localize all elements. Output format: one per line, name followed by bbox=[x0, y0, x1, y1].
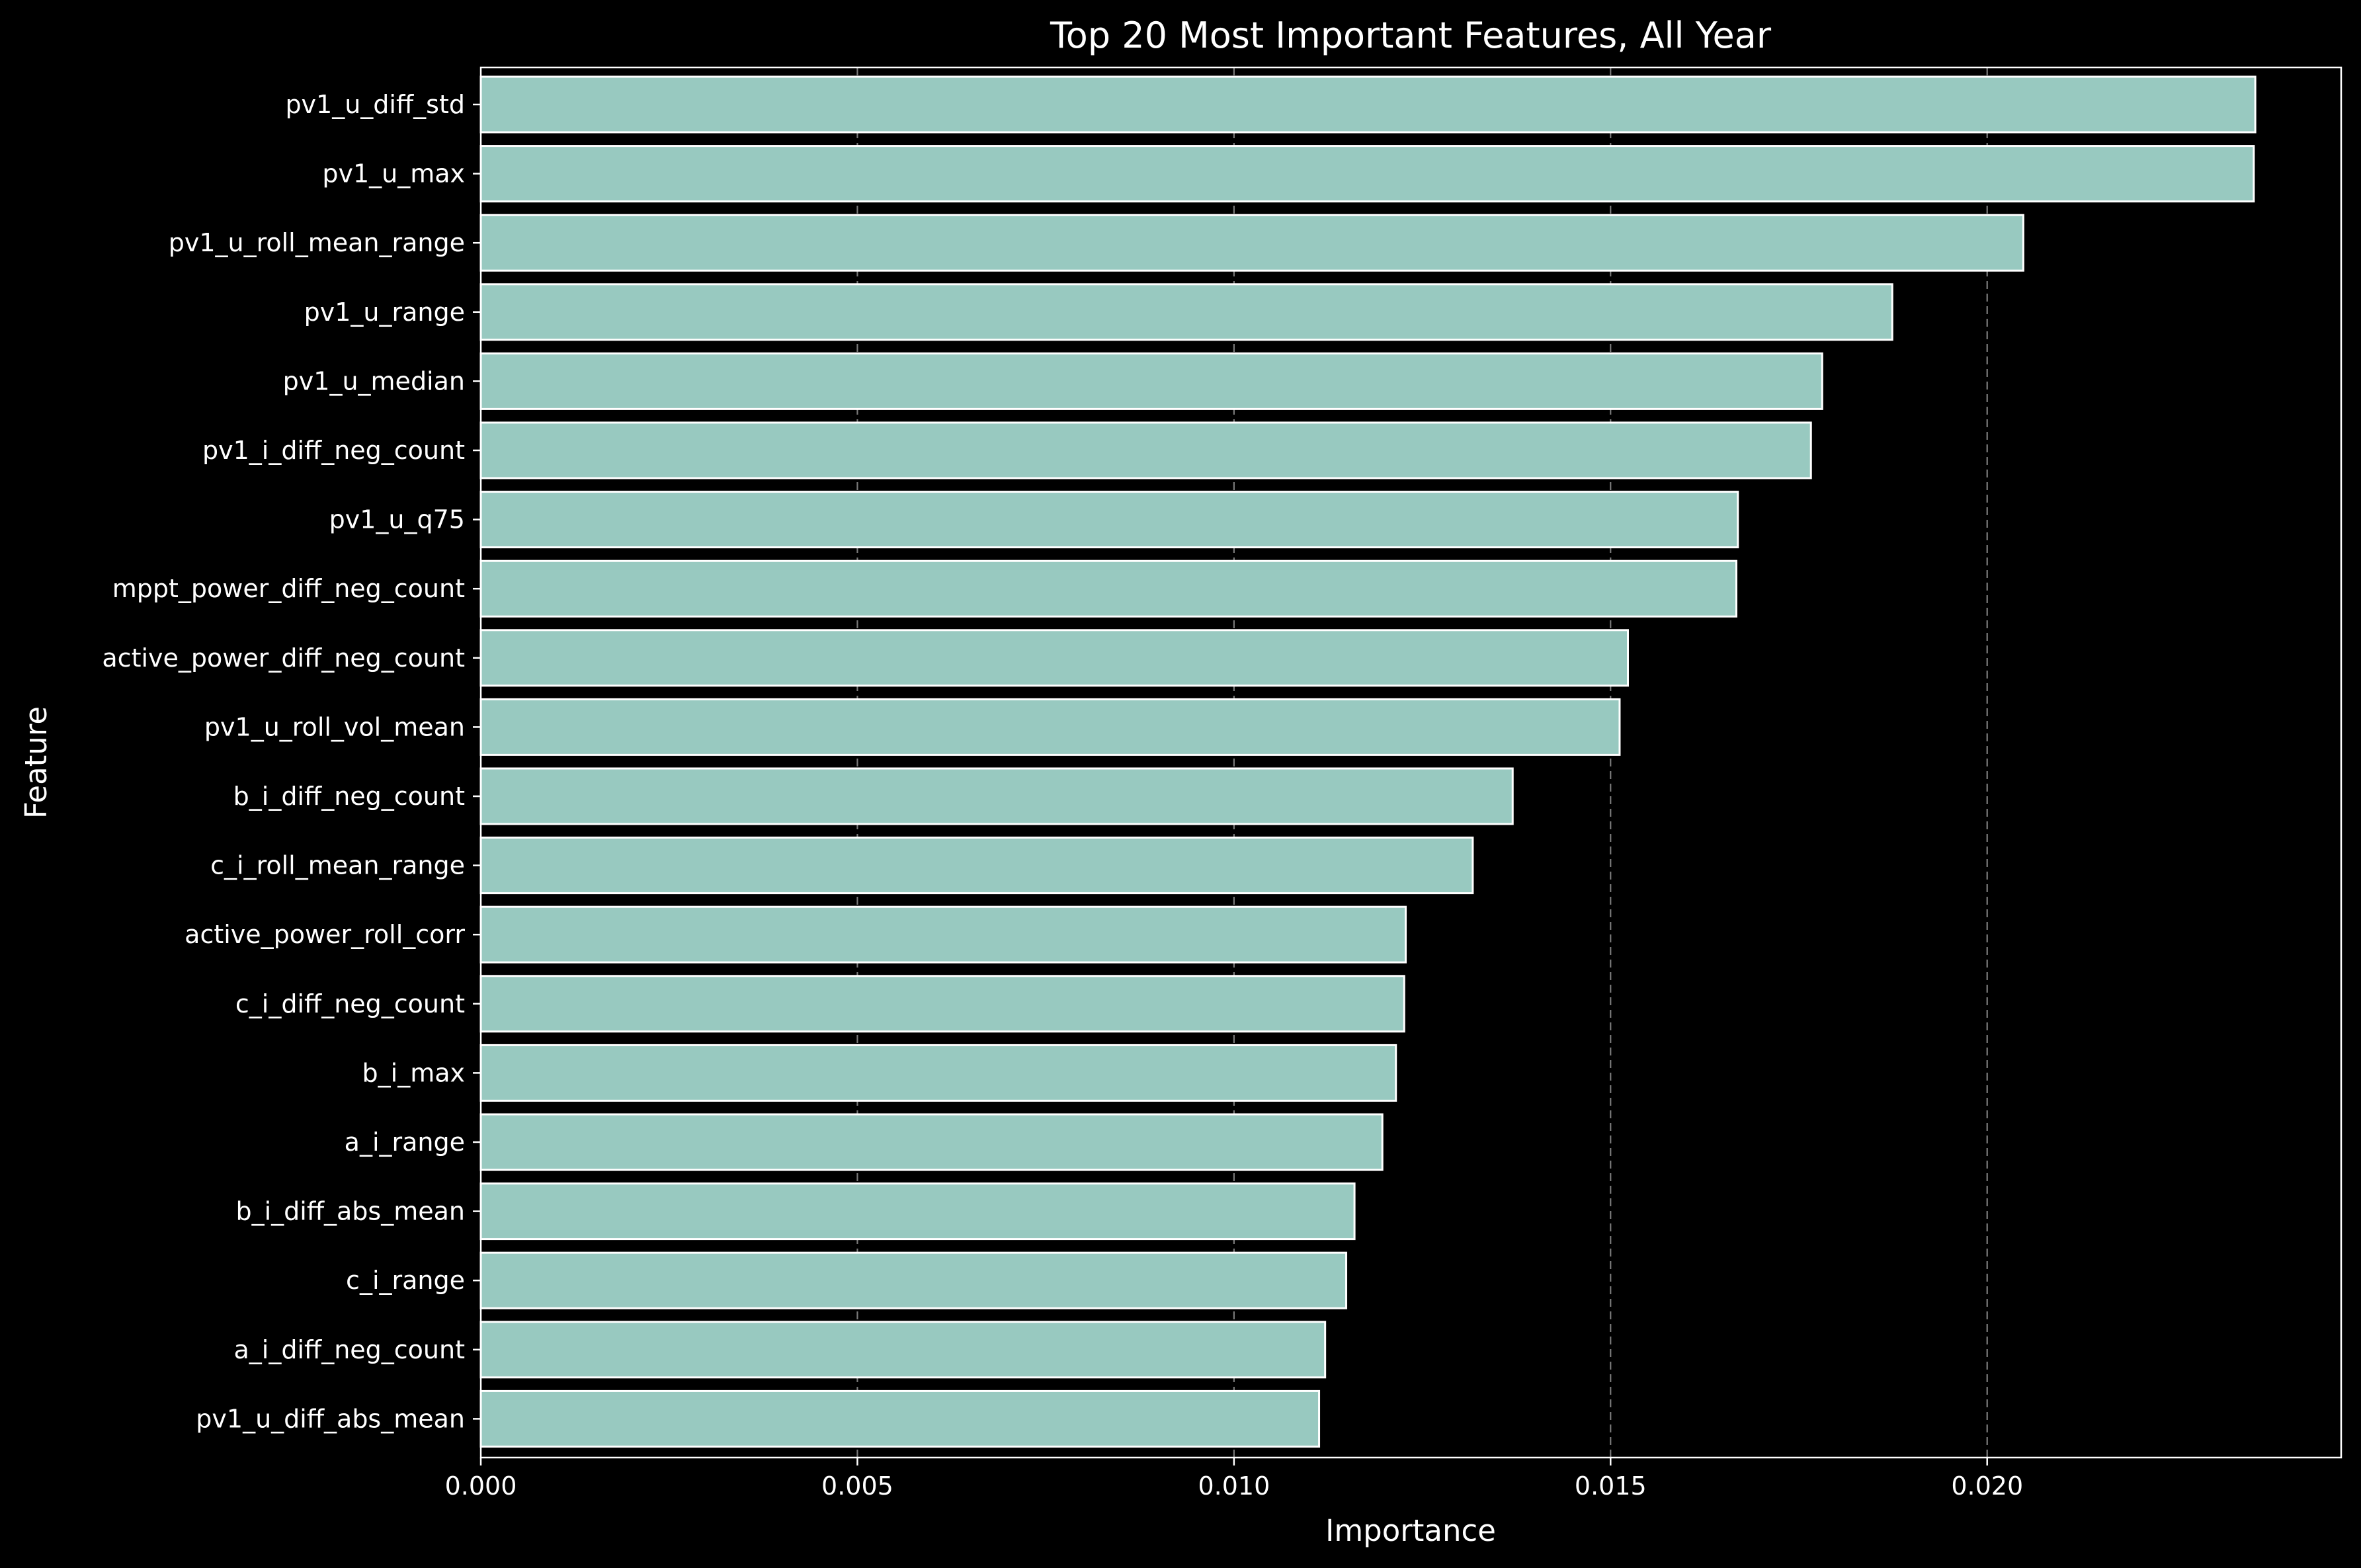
x-axis-ticks: 0.000 0.005 0.010 0.015 0.020 bbox=[445, 1458, 2023, 1501]
bar-active_power_diff_neg_count bbox=[479, 629, 1629, 687]
bar-c_i_range bbox=[479, 1251, 1348, 1309]
y-tick-label-17: c_i_range bbox=[346, 1266, 465, 1295]
bar-b_i_diff_neg_count bbox=[479, 767, 1514, 825]
x-tick-label-3: 0.015 bbox=[1575, 1471, 1647, 1501]
x-tick-label-1: 0.005 bbox=[821, 1471, 893, 1501]
bar-c_i_diff_neg_count bbox=[479, 975, 1405, 1033]
y-tick-label-7: mppt_power_diff_neg_count bbox=[112, 574, 465, 603]
bar-b_i_diff_abs_mean bbox=[479, 1182, 1356, 1241]
bar-pv1_i_diff_neg_count bbox=[479, 421, 1812, 479]
bar-pv1_u_diff_abs_mean bbox=[479, 1389, 1321, 1448]
y-tick-label-18: a_i_diff_neg_count bbox=[234, 1335, 466, 1364]
y-tick-label-3: pv1_u_range bbox=[304, 298, 465, 327]
bar-pv1_u_roll_vol_mean bbox=[479, 698, 1621, 756]
x-tick-label-4: 0.020 bbox=[1951, 1471, 2023, 1501]
x-tick-label-2: 0.010 bbox=[1198, 1471, 1270, 1501]
y-tick-label-0: pv1_u_diff_std bbox=[285, 90, 465, 119]
y-tick-label-10: b_i_diff_neg_count bbox=[233, 782, 465, 811]
y-tick-label-8: active_power_diff_neg_count bbox=[102, 643, 465, 673]
y-tick-label-9: pv1_u_roll_vol_mean bbox=[204, 712, 465, 741]
y-tick-label-13: c_i_diff_neg_count bbox=[235, 989, 465, 1018]
bar-pv1_u_median bbox=[479, 352, 1823, 410]
bar-a_i_range bbox=[479, 1113, 1384, 1171]
grid-lines bbox=[856, 67, 1988, 1458]
y-tick-label-5: pv1_i_diff_neg_count bbox=[202, 436, 465, 465]
bar-a_i_diff_neg_count bbox=[479, 1321, 1327, 1379]
y-tick-label-1: pv1_u_max bbox=[322, 159, 465, 188]
bar-c_i_roll_mean_range bbox=[479, 837, 1474, 895]
y-tick-label-12: active_power_roll_corr bbox=[185, 920, 465, 949]
y-axis-ticks: pv1_u_diff_std pv1_u_max pv1_u_roll_mean_r… bbox=[102, 90, 481, 1433]
y-tick-label-4: pv1_u_median bbox=[283, 366, 465, 395]
x-axis-label: Importance bbox=[1325, 1513, 1496, 1548]
bar-pv1_u_roll_mean_range bbox=[479, 214, 2024, 272]
bar-pv1_u_q75 bbox=[479, 491, 1739, 549]
y-tick-label-16: b_i_diff_abs_mean bbox=[235, 1197, 465, 1226]
bar-mppt_power_diff_neg_count bbox=[479, 559, 1737, 618]
y-tick-label-14: b_i_max bbox=[362, 1058, 465, 1087]
bars bbox=[479, 75, 2257, 1448]
bar-pv1_u_diff_std bbox=[479, 75, 2257, 134]
bar-b_i_max bbox=[479, 1044, 1397, 1102]
y-axis-label: Feature bbox=[19, 706, 54, 819]
bar-pv1_u_max bbox=[479, 145, 2255, 203]
y-tick-label-11: c_i_roll_mean_range bbox=[210, 851, 465, 880]
y-tick-label-6: pv1_u_q75 bbox=[329, 505, 465, 534]
bar-active_power_roll_corr bbox=[479, 905, 1407, 964]
plot-frame bbox=[479, 66, 2342, 1459]
x-tick-label-0: 0.000 bbox=[445, 1471, 517, 1501]
y-tick-label-19: pv1_u_diff_abs_mean bbox=[196, 1404, 465, 1433]
y-tick-label-15: a_i_range bbox=[345, 1128, 465, 1157]
chart-title: Top 20 Most Important Features, All Year bbox=[1050, 15, 1772, 56]
y-tick-label-2: pv1_u_roll_mean_range bbox=[169, 228, 465, 257]
bar-pv1_u_range bbox=[479, 283, 1893, 341]
